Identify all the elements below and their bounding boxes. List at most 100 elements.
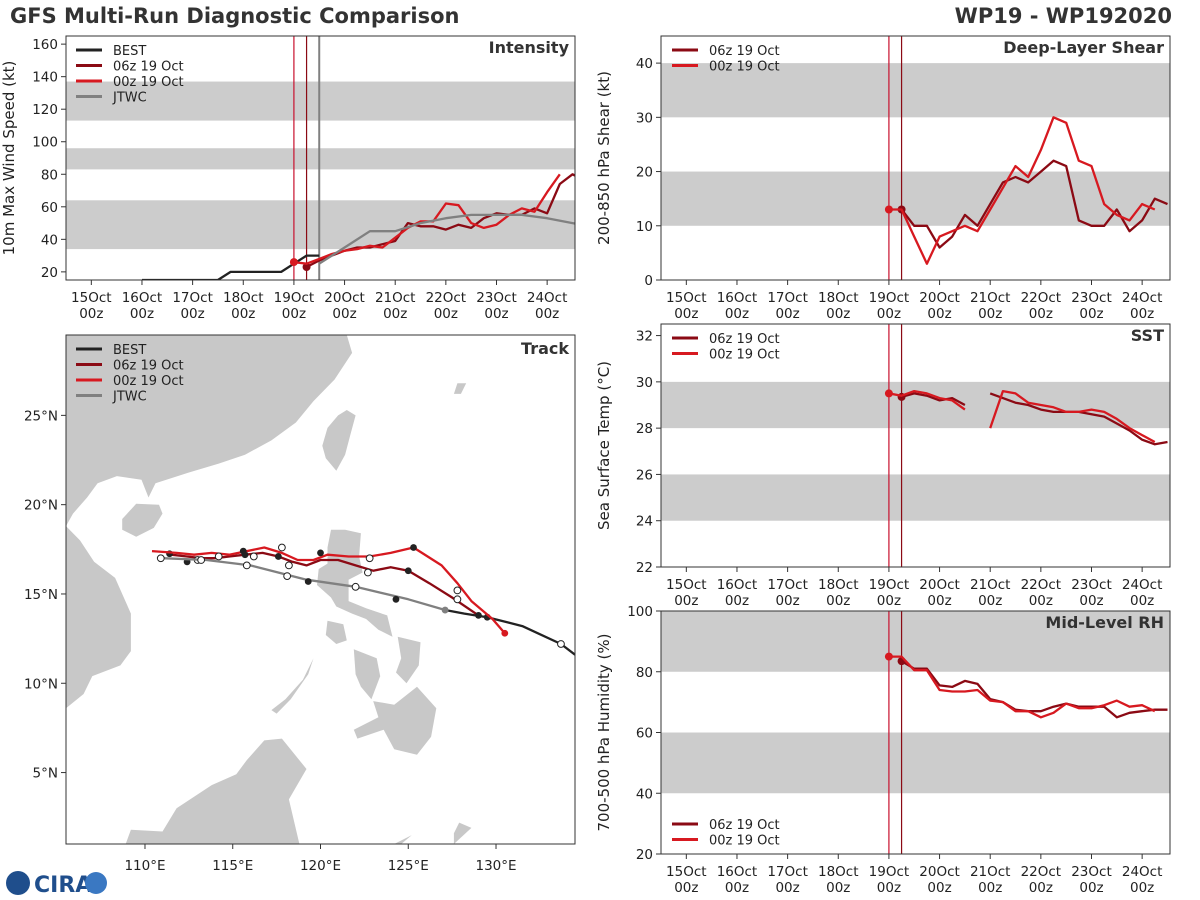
panel-title: Mid-Level RH xyxy=(1045,613,1164,632)
series-line-00z-19-oct xyxy=(888,116,1156,265)
legend-label: BEST xyxy=(113,44,146,59)
track-point-open xyxy=(277,543,286,552)
track-point-filled xyxy=(441,606,449,614)
series-line-jtwc xyxy=(318,213,575,265)
x-tick-label: 19Oct xyxy=(869,290,910,306)
shaded-band xyxy=(66,200,575,250)
x-tick-label: 00z xyxy=(674,880,698,896)
y-tick-label: 60 xyxy=(636,726,653,742)
storm-id-title: WP19 - WP192020 xyxy=(954,4,1172,28)
x-tick-label: 22Oct xyxy=(426,290,467,306)
x-tick-label: 00z xyxy=(434,306,458,322)
land-palawan xyxy=(271,658,314,714)
lat-tick-label: 25°N xyxy=(24,408,58,424)
x-tick-label: 21Oct xyxy=(970,290,1011,306)
x-tick-label: 19Oct xyxy=(869,577,910,593)
x-tick-label: 00z xyxy=(978,593,1002,609)
logo-globe-icon xyxy=(6,871,30,895)
x-tick-label: 16Oct xyxy=(717,864,758,880)
x-tick-label: 24Oct xyxy=(1122,577,1163,593)
panel-title: Intensity xyxy=(489,38,570,57)
x-tick-label: 17Oct xyxy=(767,577,808,593)
legend-label: JTWC xyxy=(112,390,147,405)
x-tick-label: 00z xyxy=(725,880,749,896)
land-mindanao xyxy=(353,686,437,755)
track-panel: 110°E 115°E 120°E 125°E 130°E 5°N 10°N 15°N 20°N… xyxy=(24,334,576,874)
x-tick-label: 00z xyxy=(826,880,850,896)
track-point-open xyxy=(557,640,565,648)
x-tick-label: 00z xyxy=(1079,593,1103,609)
x-tick-label: 00z xyxy=(231,306,255,322)
series-line-06z-19-oct xyxy=(900,159,1168,249)
legend-label: 06z 19 Oct xyxy=(113,359,184,374)
map-area xyxy=(66,335,575,844)
x-tick-label: 17Oct xyxy=(172,290,213,306)
shaded-band xyxy=(66,81,575,121)
rh-panel: 2040608010015Oct00z16Oct00z17Oct00z18Oct… xyxy=(595,604,1171,896)
land-ryukyu xyxy=(453,383,467,394)
x-tick-label: 20Oct xyxy=(919,577,960,593)
panel-title: Track xyxy=(521,339,569,358)
x-tick-label: 21Oct xyxy=(970,577,1011,593)
x-tick-label: 21Oct xyxy=(375,290,416,306)
track-point-filled xyxy=(410,544,417,551)
legend-label: 06z 19 Oct xyxy=(113,60,184,75)
lon-tick-label: 130°E xyxy=(475,858,516,874)
track-point-filled xyxy=(304,578,312,585)
x-tick-label: 00z xyxy=(725,306,749,322)
init-marker xyxy=(884,389,893,398)
x-tick-label: 22Oct xyxy=(1021,864,1062,880)
y-tick-label: 28 xyxy=(636,421,653,437)
x-tick-label: 18Oct xyxy=(818,577,859,593)
x-tick-label: 23Oct xyxy=(476,290,517,306)
x-tick-label: 22Oct xyxy=(1021,577,1062,593)
track-point-open xyxy=(285,561,293,570)
track-point-open xyxy=(197,556,206,564)
logo-badge-icon xyxy=(85,872,107,894)
x-tick-label: 21Oct xyxy=(970,864,1011,880)
track-point-open xyxy=(249,552,258,561)
y-axis-label: 200-850 hPa Shear (kt) xyxy=(595,71,613,245)
track-point-open xyxy=(453,595,462,604)
y-tick-label: 30 xyxy=(636,110,653,126)
series-line-06z-19-oct xyxy=(306,173,575,269)
init-marker xyxy=(289,258,298,267)
page-title: GFS Multi-Run Diagnostic Comparison xyxy=(10,4,460,28)
x-tick-label: 00z xyxy=(775,306,799,322)
x-tick-label: 00z xyxy=(180,306,204,322)
track-point-filled xyxy=(392,595,400,603)
y-tick-label: 160 xyxy=(32,37,58,53)
track-point-filled xyxy=(404,567,412,575)
track-point-open xyxy=(214,552,223,561)
x-tick-label: 00z xyxy=(332,306,356,322)
land-samar-leyte xyxy=(396,636,421,684)
lat-tick-label: 10°N xyxy=(24,676,58,692)
y-axis-label: Sea Surface Temp (°C) xyxy=(595,361,613,530)
x-tick-label: 20Oct xyxy=(919,290,960,306)
land-panay-negros xyxy=(353,649,381,700)
plot-area xyxy=(661,36,1170,280)
y-tick-label: 0 xyxy=(644,273,653,289)
x-tick-label: 00z xyxy=(79,306,103,322)
plot-frame xyxy=(660,35,1171,281)
y-tick-label: 26 xyxy=(636,467,653,483)
land-indochina xyxy=(66,526,131,709)
legend-label: BEST xyxy=(113,343,146,358)
x-tick-label: 00z xyxy=(877,880,901,896)
x-tick-label: 15Oct xyxy=(666,864,707,880)
y-tick-label: 20 xyxy=(41,265,58,281)
sst-panel: 22242628303215Oct00z16Oct00z17Oct00z18Oc… xyxy=(595,323,1171,609)
shear-panel: 01020304015Oct00z16Oct00z17Oct00z18Oct00… xyxy=(595,35,1171,322)
track-point-filled xyxy=(317,549,324,557)
y-tick-label: 120 xyxy=(32,102,58,118)
series-line-00z-19-oct xyxy=(989,389,1156,444)
x-tick-label: 20Oct xyxy=(324,290,365,306)
track-point-open xyxy=(351,582,360,591)
y-tick-label: 10 xyxy=(636,219,653,235)
track-point-open xyxy=(363,568,372,577)
x-tick-label: 16Oct xyxy=(122,290,163,306)
x-tick-label: 17Oct xyxy=(767,290,808,306)
x-tick-label: 00z xyxy=(1130,880,1154,896)
init-marker xyxy=(884,205,893,214)
